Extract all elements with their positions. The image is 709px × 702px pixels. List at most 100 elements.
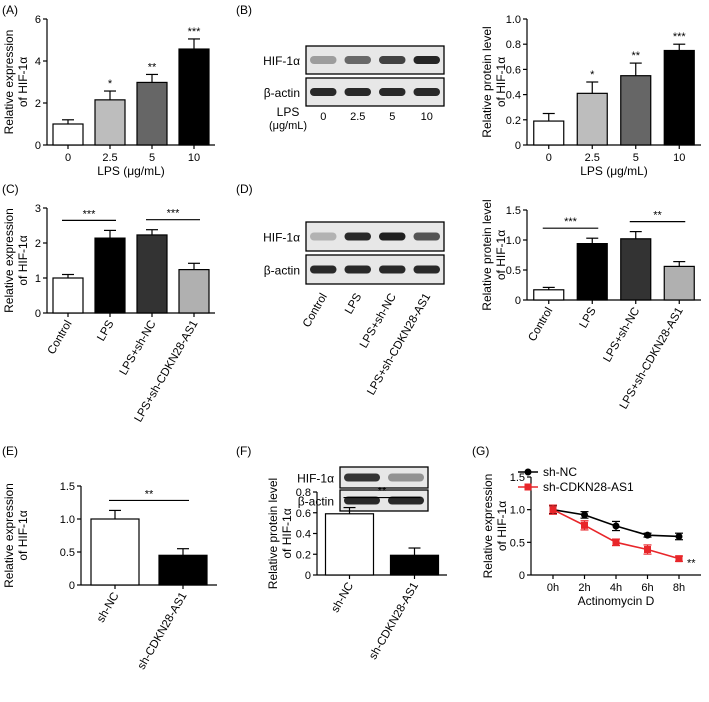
y-tick-label: 0 [515,295,521,307]
panel-label-a: (A) [2,3,18,17]
x-tick-label: sh-NC [95,591,122,625]
blot-band [379,56,406,64]
x-tick-label: 4h [610,582,622,594]
bar [620,238,652,301]
data-point [549,506,557,514]
significance-mark: * [590,69,595,81]
y-tick-label: 0 [519,570,525,582]
blot-band [310,232,337,241]
y-tick-label: 0.4 [506,90,521,102]
y-axis-label: Relative expressionof HIF-1α [481,474,509,579]
data-point [644,531,651,539]
blot-band [344,88,371,96]
blot-lane-label: LPS [343,291,364,316]
bar [136,81,168,146]
bracket-label: *** [167,208,181,220]
blot-band [310,88,337,96]
y-tick-label: 1.5 [60,481,75,493]
y-tick-label: 0.5 [60,547,75,559]
y-tick-label: 1.5 [510,472,525,484]
x-tick-label: LPS [578,305,599,330]
y-axis-label-line-2: of HIF-1α [494,230,508,280]
x-tick-label: sh-CDKN28-AS1 [367,581,421,662]
y-tick-label: 3 [35,203,41,215]
panel-label-d: (D) [236,182,253,196]
y-axis-label-line-1: Relative protein level [480,199,494,310]
legend-label: sh-CDKN28-AS1 [543,480,634,494]
blot-lane-label: 2.5 [350,111,365,123]
y-axis-label-line-1: Relative expression [2,483,16,588]
blot-band [413,265,440,274]
y-axis-label-line-1: Relative protein level [266,478,280,589]
x-tick-label: 0 [65,152,71,164]
x-tick-label: 8h [673,582,685,594]
blot-lane-label: 0 [320,111,326,123]
panel-label-b: (B) [236,3,252,17]
significance-mark: ** [631,50,640,62]
bar [620,75,652,146]
x-tick-label: 2h [578,582,590,594]
significance-mark: * [108,78,113,90]
bar [52,123,84,146]
y-tick-label: 0.6 [296,508,311,520]
data-point [675,555,683,563]
y-axis-label-line-1: Relative expression [2,208,16,313]
y-tick-label: 0.8 [506,39,521,51]
blot-band [379,88,406,96]
blot-frame [339,489,429,512]
bar [324,513,375,576]
x-tick-label: 6h [641,582,653,594]
blot-band [344,232,371,241]
y-tick-label: 2 [35,98,41,110]
y-tick-label: 0.5 [506,265,521,277]
x-tick-label: Control [526,306,555,344]
bracket-label: ** [378,486,387,498]
y-axis-label: Relative expressionof HIF-1α [2,30,30,135]
y-tick-label: 0.6 [506,64,521,76]
bar [576,92,608,146]
blot-row-label: β-actin [298,495,334,509]
blot-caption-line-2: (μg/mL) [269,120,307,132]
x-tick-label: LPS+sh-NC [601,306,642,365]
bar [136,234,168,314]
blot-lane-label: 10 [421,111,433,123]
data-point [675,532,683,540]
legend-marker [524,468,532,476]
y-axis-label-line-1: Relative protein level [480,26,494,137]
y-axis-label: Relative protein levelof HIF-1α [480,199,508,310]
bar [663,265,695,301]
blot-row-label: β-actin [264,86,300,100]
y-axis-label: Relative expressionof HIF-1α [2,483,30,588]
y-tick-label: 0.2 [296,549,311,561]
blot-band [344,56,371,64]
y-tick-label: 1.0 [60,514,75,526]
blot-b: HIF-1α β-actin 0 2.5 5 10 LPS(μg/mL) [263,45,445,132]
x-tick-label: Control [46,319,75,357]
y-axis-label-line-2: of HIF-1α [495,501,509,551]
bar [389,554,440,576]
y-axis-label: Relative expressionof HIF-1α [2,208,30,313]
x-tick-label: sh-CDKN28-AS1 [136,591,190,672]
y-axis-label-line-2: of HIF-1α [280,508,294,558]
bar [94,237,126,314]
y-axis-label-line-1: Relative expression [2,30,16,135]
series-line [552,508,680,560]
y-tick-label: 1.0 [506,14,521,26]
chart-c: 0 1 2 3 Relative expressionof HIF-1α Control L… [2,203,215,424]
blot-band [310,265,337,274]
blot-lane-label: LPS+sh-NC [358,292,399,351]
y-tick-label: 0.2 [506,115,521,127]
y-axis-label-line-2: of HIF-1α [16,235,30,285]
bar [158,554,208,586]
y-axis-label-line-2: of HIF-1α [16,510,30,560]
bar [533,120,565,146]
blot-row-label: HIF-1α [297,472,334,486]
panel-label-e: (E) [2,444,18,458]
y-tick-label: 1.0 [506,235,521,247]
x-tick-label: sh-NC [329,581,356,615]
legend-marker [524,483,532,491]
y-axis-label-line-2: of HIF-1α [16,57,30,107]
y-tick-label: 6 [35,14,41,26]
